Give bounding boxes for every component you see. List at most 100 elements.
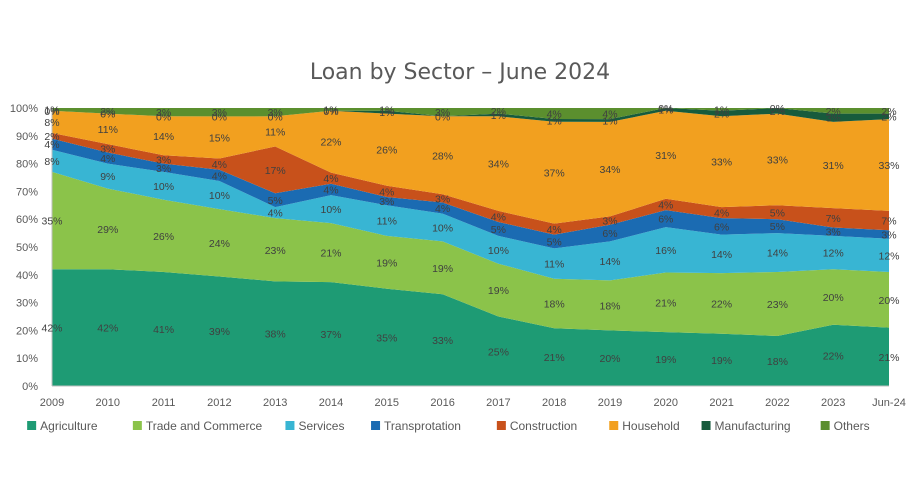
- data-label: 23%: [767, 299, 788, 311]
- data-labels: 42% 42% 41% 39% 38% 37% 35% 33% 25% 21% 20% 19% 19% 1…: [41, 103, 899, 368]
- data-label: 33%: [878, 160, 899, 172]
- legend-label-agriculture: Agriculture: [40, 419, 98, 433]
- data-label: 6%: [602, 228, 617, 240]
- data-label: 35%: [376, 332, 397, 344]
- data-label: 11%: [377, 216, 397, 228]
- data-label: 5%: [547, 236, 562, 248]
- y-tick-label: 20%: [16, 325, 38, 337]
- data-label: 8%: [44, 117, 59, 129]
- chart-title: Loan by Sector – June 2024: [309, 60, 611, 85]
- data-label: 25%: [488, 346, 509, 358]
- data-label: 3%: [212, 107, 227, 119]
- data-label: 21%: [544, 352, 565, 364]
- legend-label-manufacturing: Manufacturing: [715, 419, 791, 433]
- y-tick-label: 80%: [16, 159, 38, 171]
- data-label: 0%: [435, 111, 450, 123]
- data-label: 14%: [599, 256, 620, 268]
- data-label: 20%: [878, 295, 899, 307]
- data-label: 12%: [878, 250, 899, 262]
- x-tick-label: 2016: [430, 397, 454, 409]
- data-label: 3%: [156, 107, 171, 119]
- data-label: 1%: [602, 116, 617, 128]
- data-label: 10%: [209, 190, 230, 202]
- data-label: 26%: [153, 231, 174, 243]
- data-label: 5%: [770, 221, 785, 233]
- area-others: [52, 108, 889, 120]
- x-tick-label: 2012: [207, 397, 231, 409]
- y-tick-label: 40%: [16, 270, 38, 282]
- data-label: 10%: [153, 181, 174, 193]
- data-label: 18%: [599, 300, 620, 312]
- area-construction: [52, 133, 889, 235]
- data-label: 7%: [826, 213, 841, 225]
- data-label: 21%: [878, 352, 899, 364]
- data-label: 33%: [767, 154, 788, 166]
- data-label: 11%: [98, 124, 118, 136]
- legend-label-construction: Construction: [510, 419, 577, 433]
- data-label: 37%: [320, 329, 341, 341]
- data-label: 3%: [435, 107, 450, 119]
- data-label: 5%: [268, 195, 283, 207]
- data-label: 38%: [265, 329, 286, 341]
- data-label: 26%: [376, 145, 397, 157]
- data-label: 1%: [491, 110, 506, 122]
- data-label: 22%: [320, 137, 341, 149]
- data-label: 3%: [602, 216, 617, 228]
- data-label: 11%: [265, 126, 285, 138]
- data-label: 14%: [153, 131, 174, 143]
- data-label: 0%: [156, 111, 171, 123]
- data-label: 2%: [881, 106, 896, 118]
- data-label: 19%: [655, 354, 676, 366]
- data-label: 0%: [323, 106, 338, 118]
- data-label: 3%: [826, 227, 841, 239]
- area-household: [52, 110, 889, 224]
- area-layers: [52, 108, 889, 386]
- data-label: 0%: [100, 109, 115, 121]
- data-label: 5%: [770, 207, 785, 219]
- data-label: 37%: [544, 168, 565, 180]
- x-tick-label: 2011: [152, 397, 176, 409]
- y-tick-label: 90%: [16, 131, 38, 143]
- data-label: 39%: [209, 326, 230, 338]
- data-label: 0%: [212, 111, 227, 123]
- y-tick-label: 50%: [16, 242, 38, 254]
- legend-swatch-construction: [496, 421, 506, 430]
- data-label: 11%: [544, 259, 564, 271]
- data-label: 3%: [379, 196, 394, 208]
- legend-label-services: Services: [298, 419, 344, 433]
- y-tick-label: 30%: [16, 298, 38, 310]
- data-label: 0%: [44, 106, 59, 118]
- data-label: 21%: [320, 248, 341, 260]
- data-label: 0%: [770, 103, 785, 115]
- legend-swatch-manufacturing: [701, 421, 711, 430]
- legend: Agriculture Trade and Commerce Services Tra…: [27, 419, 870, 433]
- area-manufacturing: [52, 108, 889, 122]
- data-label: 4%: [268, 208, 283, 220]
- data-label: 18%: [767, 356, 788, 368]
- data-label: 3%: [100, 143, 115, 155]
- data-label: 19%: [711, 355, 732, 367]
- data-label: 6%: [714, 221, 729, 233]
- data-label: 10%: [320, 204, 341, 216]
- x-tick-label: 2009: [40, 397, 64, 409]
- data-label: 14%: [711, 249, 732, 261]
- data-label: 18%: [544, 298, 565, 310]
- legend-swatch-services: [285, 421, 295, 430]
- x-tick-label: 2023: [821, 397, 845, 409]
- data-label: 19%: [432, 263, 453, 275]
- data-label: 1%: [714, 104, 729, 116]
- data-label: 3%: [156, 163, 171, 175]
- data-label: 35%: [41, 216, 62, 228]
- legend-swatch-household: [609, 421, 619, 430]
- data-label: 31%: [823, 160, 844, 172]
- data-label: 10%: [488, 245, 509, 257]
- data-label: 7%: [881, 216, 896, 228]
- data-label: 1%: [379, 104, 394, 116]
- data-label: 2%: [100, 106, 115, 118]
- data-label: 2%: [714, 109, 729, 121]
- data-label: 3%: [435, 193, 450, 205]
- data-label: 4%: [323, 173, 338, 185]
- x-tick-label: 2019: [598, 397, 622, 409]
- area-agriculture: [52, 269, 889, 386]
